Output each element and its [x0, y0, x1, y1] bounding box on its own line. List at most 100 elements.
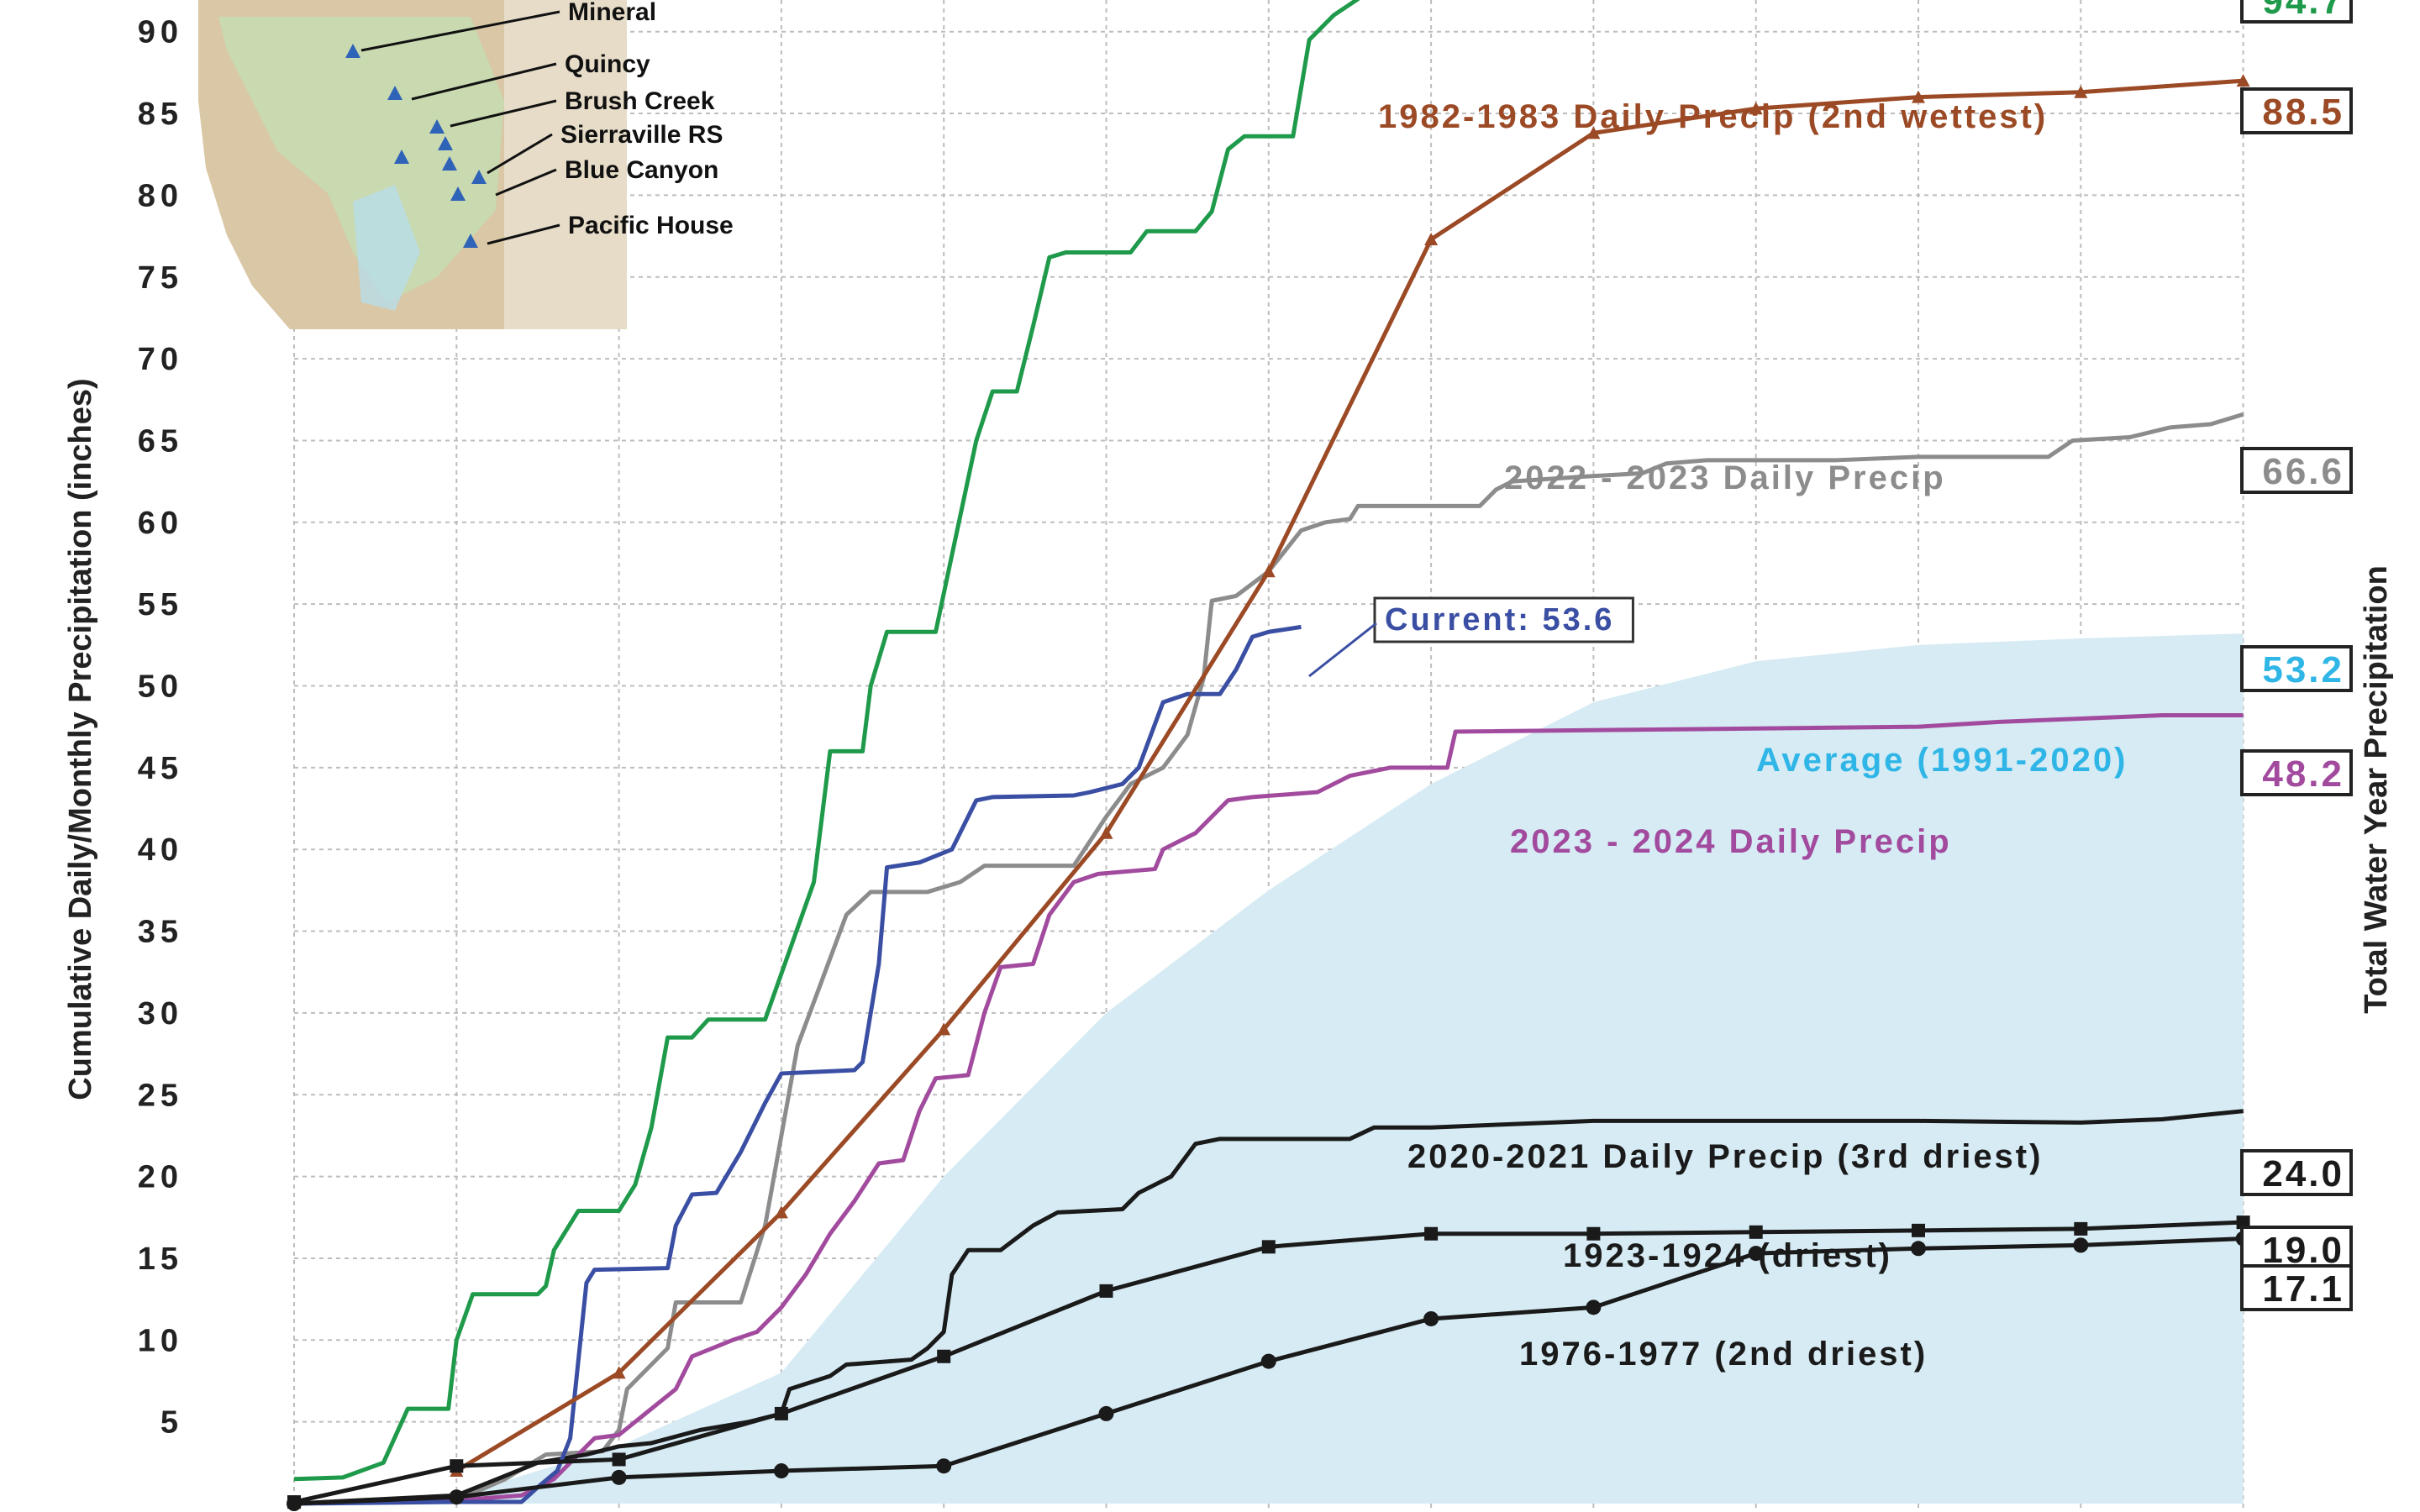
triangle-marker [1912, 90, 1925, 103]
y-tick-label: 90 [138, 15, 183, 50]
square-marker [1749, 1225, 1763, 1239]
series-current-line [293, 624, 1302, 1506]
series-2023-2024-line [293, 713, 2244, 1506]
square-marker [1099, 1284, 1113, 1298]
y-axis-label-right: Total Water Year Precipitation [2359, 565, 2394, 1014]
circle-marker [1260, 1353, 1276, 1369]
station-pointer-line [487, 223, 560, 245]
y-tick-label: 85 [138, 97, 183, 132]
y-tick-label: 35 [138, 915, 183, 950]
y-tick-label: 30 [138, 996, 183, 1032]
average-area-fill [294, 633, 2244, 1504]
y-tick-label: 10 [138, 1323, 183, 1358]
square-marker [1261, 1240, 1276, 1254]
end-label-value: 53.2 [2262, 649, 2344, 690]
end-label-box [2240, 1149, 2353, 1196]
station-pointer-line [411, 62, 557, 101]
end-label-box [2240, 1226, 2353, 1273]
series-annotation: 2022 - 2023 Daily Precip [1504, 459, 1946, 496]
station-pointer-line [360, 10, 560, 52]
end-label-value: 48.2 [2262, 753, 2344, 795]
end-label-box [2240, 447, 2353, 494]
circle-marker [936, 1458, 952, 1474]
station-label: Brush Creek [565, 87, 715, 115]
circle-marker [449, 1489, 465, 1505]
triangle-marker [1749, 102, 1763, 115]
end-label-box [2240, 749, 2353, 796]
station-label: Quincy [565, 50, 650, 78]
average-area [294, 633, 2244, 1504]
square-marker [937, 1349, 951, 1363]
station-pointer-line [487, 133, 553, 175]
circle-marker [611, 1469, 627, 1485]
station-label: Sierraville RS [560, 121, 723, 149]
end-label-value: 94.7 [2262, 0, 2344, 22]
circle-marker [1911, 1241, 1926, 1257]
triangle-marker [774, 1205, 788, 1219]
y-tick-label: 80 [138, 178, 183, 213]
triangle-marker [1424, 232, 1439, 245]
map-water [353, 185, 420, 311]
circle-marker [1423, 1310, 1439, 1326]
series-annotation: Average (1991-2020) [1756, 742, 2128, 779]
circle-marker [1586, 1299, 1602, 1315]
series-annotation: 1976-1977 (2nd driest) [1519, 1336, 1928, 1373]
circle-marker [1748, 1246, 1764, 1262]
station-marker-icon [438, 136, 453, 150]
station-pointer-line [495, 168, 557, 197]
end-label-value: 19.0 [2262, 1230, 2344, 1271]
station-label: Pacific House [568, 212, 734, 239]
triangle-marker [2074, 85, 2088, 98]
y-tick-label: 20 [138, 1160, 183, 1195]
series-annotation: 2020-2021 Daily Precip (3rd driest) [1407, 1138, 2043, 1175]
y-tick-label: 50 [138, 669, 183, 705]
y-tick-label: 40 [138, 832, 183, 868]
y-tick-label: 45 [138, 751, 183, 786]
end-label-box [2240, 645, 2353, 692]
square-marker [2074, 1221, 2088, 1236]
circle-marker [1098, 1405, 1114, 1421]
triangle-marker [937, 1022, 951, 1036]
station-marker-icon [450, 186, 466, 201]
end-label-value: 88.5 [2262, 92, 2344, 133]
current-callout-box [1373, 596, 1634, 643]
series-annotation: 1923-1924 (driest) [1563, 1237, 1892, 1274]
station-marker-icon [463, 234, 478, 248]
end-label-value: 66.6 [2262, 451, 2344, 492]
station-pointer-line [450, 99, 557, 128]
series-annotation: 2023 - 2024 Daily Precip [1510, 823, 1952, 860]
triangle-marker [2236, 74, 2250, 87]
marker-series-line [455, 78, 2244, 1473]
y-tick-label: 75 [138, 260, 183, 296]
square-marker [1586, 1226, 1601, 1241]
square-marker [1424, 1226, 1439, 1241]
station-marker-icon [394, 150, 409, 164]
square-marker [450, 1459, 464, 1473]
square-marker [774, 1406, 788, 1420]
series-annotation: Current: 53.6 [1385, 602, 1614, 638]
end-value-labels: 94.7 88.5 66.6 53.2 48.2 24.0 19.017.1 [2240, 0, 2353, 1311]
end-label-value: 17.1 [2262, 1268, 2344, 1310]
triangle-marker [1586, 126, 1601, 139]
triangle-marker [1099, 826, 1113, 839]
y-tick-label: 5 [160, 1405, 183, 1441]
end-label-box [2240, 0, 2353, 24]
station-marker-icon [387, 86, 402, 100]
map-valley [218, 17, 504, 302]
current-callout-arrow [1308, 622, 1377, 678]
y-tick-label: 70 [138, 342, 183, 377]
y-tick-label: 55 [138, 587, 183, 622]
end-label-box [2240, 87, 2353, 134]
series-markers [287, 74, 2251, 1511]
series-annotation: 1982-1983 Daily Precip (2nd wettest) [1378, 98, 2048, 135]
circle-marker [287, 1496, 302, 1511]
square-marker [1912, 1223, 1925, 1237]
series-annotations: 1982-1983 Daily Precip (2nd wettest) 2022… [1308, 98, 2128, 1373]
y-tick-label: 60 [138, 506, 183, 541]
end-label-box [2240, 1264, 2353, 1311]
station-label: Blue Canyon [565, 156, 718, 184]
square-marker [612, 1452, 626, 1467]
y-tick-label: 15 [138, 1242, 183, 1277]
station-marker-icon [429, 119, 445, 134]
